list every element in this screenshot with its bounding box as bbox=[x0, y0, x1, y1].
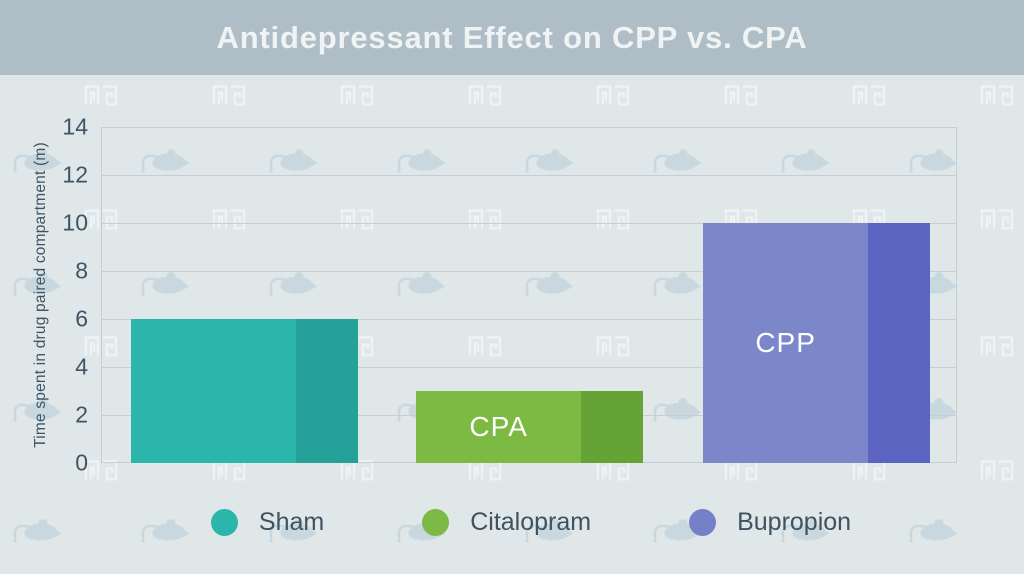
bar-fill: CPA bbox=[416, 391, 582, 463]
maze-icon bbox=[595, 84, 631, 111]
legend: Sham Citalopram Bupropion bbox=[0, 505, 1024, 539]
mouse-icon bbox=[9, 513, 61, 548]
maze-icon bbox=[979, 84, 1015, 111]
maze-icon bbox=[339, 208, 375, 235]
bar-citalopram: CPA bbox=[416, 391, 643, 463]
mouse-icon bbox=[521, 513, 573, 548]
bar-shade bbox=[296, 319, 358, 463]
mouse-icon bbox=[777, 513, 829, 548]
mouse-icon bbox=[777, 143, 829, 178]
maze-icon bbox=[851, 84, 887, 111]
mouse-icon bbox=[9, 392, 61, 427]
y-axis-tick-label: 6 bbox=[75, 305, 88, 332]
maze-icon bbox=[83, 335, 119, 362]
legend-label: Bupropion bbox=[737, 507, 852, 536]
bars-layer: CPA CPP bbox=[101, 127, 957, 463]
maze-icon bbox=[339, 84, 375, 111]
legend-dot-icon bbox=[422, 508, 450, 536]
y-axis-tick-label: 12 bbox=[62, 161, 88, 188]
y-axis-tick-label: 10 bbox=[62, 209, 88, 236]
legend-label: Citalopram bbox=[470, 507, 592, 536]
legend-item-citalopram: Citalopram bbox=[422, 507, 592, 536]
y-axis-tick-label: 4 bbox=[75, 353, 88, 380]
maze-icon bbox=[979, 208, 1015, 235]
header-bar: Antidepressant Effect on CPP vs. CPA bbox=[0, 0, 1024, 75]
mouse-icon bbox=[137, 266, 189, 301]
bar-annotation: CPP bbox=[755, 327, 816, 358]
maze-icon bbox=[83, 459, 119, 486]
bar-bupropion: CPP bbox=[703, 223, 930, 463]
mouse-icon bbox=[521, 266, 573, 301]
maze-icon bbox=[467, 84, 503, 111]
mouse-icon bbox=[521, 143, 573, 178]
legend-item-bupropion: Bupropion bbox=[689, 507, 852, 536]
mouse-icon bbox=[649, 143, 701, 178]
legend-label: Sham bbox=[258, 507, 325, 536]
mouse-icon bbox=[9, 266, 61, 301]
legend-dot-icon bbox=[210, 508, 238, 536]
maze-icon bbox=[467, 208, 503, 235]
maze-icon bbox=[595, 208, 631, 235]
maze-icon bbox=[467, 335, 503, 362]
mouse-icon bbox=[137, 143, 189, 178]
maze-icon bbox=[723, 84, 759, 111]
y-axis-tick-label: 0 bbox=[75, 449, 88, 476]
legend-item-sham: Sham bbox=[210, 507, 325, 536]
y-axis-tick-label: 2 bbox=[75, 401, 88, 428]
chart-title: Antidepressant Effect on CPP vs. CPA bbox=[216, 19, 808, 55]
bar-annotation: CPA bbox=[469, 411, 528, 442]
bar-sham bbox=[131, 319, 358, 463]
gridline bbox=[102, 223, 956, 224]
mouse-icon bbox=[9, 143, 61, 178]
mouse-icon bbox=[905, 513, 957, 548]
maze-icon bbox=[595, 335, 631, 362]
bar-fill bbox=[131, 319, 297, 463]
mouse-icon bbox=[137, 513, 189, 548]
gridline bbox=[102, 175, 956, 176]
mouse-icon bbox=[265, 513, 317, 548]
y-axis-tick-label: 14 bbox=[62, 113, 88, 140]
maze-icon bbox=[83, 208, 119, 235]
maze-icon bbox=[211, 84, 247, 111]
legend-dot-icon bbox=[689, 508, 717, 536]
maze-icon bbox=[979, 335, 1015, 362]
gridline bbox=[102, 319, 956, 320]
maze-icon bbox=[83, 84, 119, 111]
mouse-icon bbox=[265, 143, 317, 178]
maze-icon bbox=[979, 459, 1015, 486]
mouse-icon bbox=[393, 266, 445, 301]
mouse-icon bbox=[649, 266, 701, 301]
maze-icon bbox=[211, 208, 247, 235]
bar-shade bbox=[868, 223, 930, 463]
mouse-icon bbox=[393, 143, 445, 178]
y-axis-tick-label: 8 bbox=[75, 257, 88, 284]
y-axis-title: Time spent in drug paired compartment (m… bbox=[32, 142, 49, 448]
bar-fill: CPP bbox=[703, 223, 869, 463]
mouse-icon bbox=[265, 266, 317, 301]
bar-shade bbox=[581, 391, 643, 463]
gridline bbox=[102, 367, 956, 368]
mouse-icon bbox=[905, 143, 957, 178]
gridline bbox=[102, 271, 956, 272]
